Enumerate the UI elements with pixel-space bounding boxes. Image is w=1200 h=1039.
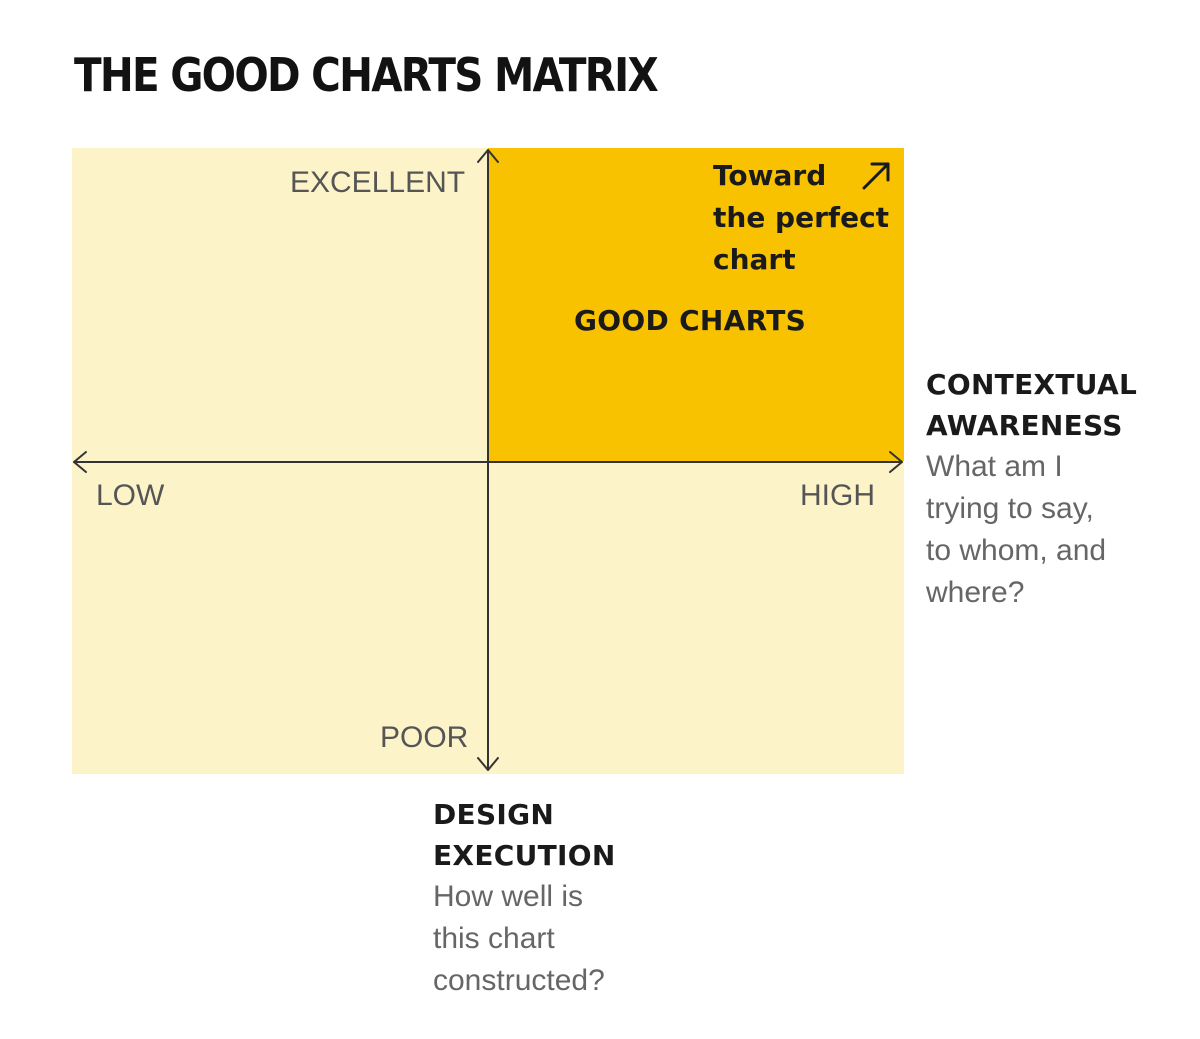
axis-question-line: trying to say, (926, 492, 1094, 525)
axis-question-line: where? (926, 576, 1025, 609)
contextual-awareness-title: CONTEXTUAL AWARENESS (926, 364, 1137, 446)
design-execution-question: How well is this chart constructed? (433, 876, 616, 1002)
axis-title-line: EXECUTION (433, 839, 616, 872)
axis-question-line: constructed? (433, 964, 605, 997)
toward-perfect-line: Toward (713, 159, 827, 192)
axis-question-line: How well is (433, 880, 584, 913)
axis-question-line: this chart (433, 922, 555, 955)
design-execution-block: DESIGN EXECUTION How well is this chart … (433, 794, 616, 1002)
contextual-awareness-block: CONTEXTUAL AWARENESS What am I trying to… (926, 364, 1137, 614)
toward-perfect-line: the perfect (713, 201, 890, 234)
page-title: THE GOOD CHARTS MATRIX (74, 48, 659, 102)
toward-perfect-chart-text: Toward the perfect chart (713, 155, 889, 281)
excellent-label: EXCELLENT (290, 166, 466, 199)
toward-perfect-line: chart (713, 243, 796, 276)
axis-question-line: to whom, and (926, 534, 1107, 567)
axis-question-line: What am I (926, 450, 1063, 483)
axis-title-line: AWARENESS (926, 409, 1123, 442)
axis-title-line: CONTEXTUAL (926, 368, 1138, 401)
poor-label: POOR (380, 721, 469, 754)
good-charts-label: GOOD CHARTS (574, 304, 807, 337)
design-execution-title: DESIGN EXECUTION (433, 794, 616, 876)
contextual-awareness-question: What am I trying to say, to whom, and wh… (926, 446, 1137, 614)
low-label: LOW (96, 479, 165, 512)
high-label: HIGH (800, 479, 875, 512)
good-charts-quadrant (488, 148, 904, 461)
axis-title-line: DESIGN (433, 798, 555, 831)
